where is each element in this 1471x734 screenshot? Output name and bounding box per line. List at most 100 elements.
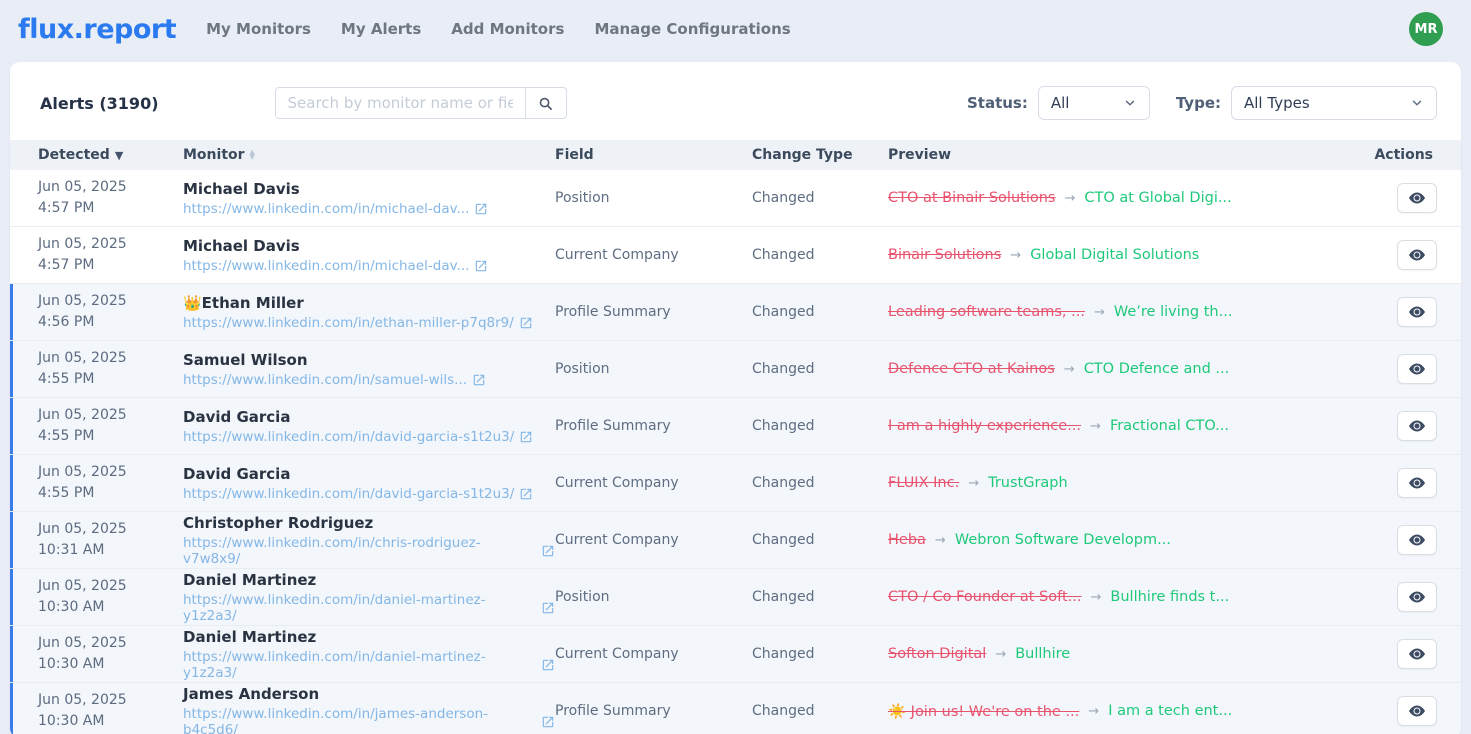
external-link-icon[interactable] bbox=[474, 259, 488, 273]
detected-cell: Jun 05, 2025 10:31 AM bbox=[38, 519, 183, 561]
monitor-url-link[interactable]: https://www.linkedin.com/in/daniel-marti… bbox=[183, 649, 486, 681]
alert-row: Jun 05, 2025 4:57 PM Michael Davis https… bbox=[10, 227, 1461, 284]
monitor-name: Michael Davis bbox=[183, 180, 300, 198]
monitor-url-link[interactable]: https://www.linkedin.com/in/samuel-wils.… bbox=[183, 372, 468, 388]
view-alert-button[interactable] bbox=[1397, 468, 1437, 498]
monitor-url-link[interactable]: https://www.linkedin.com/in/michael-dav.… bbox=[183, 258, 470, 274]
change-type-cell: Changed bbox=[752, 589, 815, 605]
monitor-url-link[interactable]: https://www.linkedin.com/in/daniel-marti… bbox=[183, 592, 486, 624]
view-alert-button[interactable] bbox=[1397, 411, 1437, 441]
field-cell: Profile Summary bbox=[555, 304, 671, 320]
monitor-url-link[interactable]: https://www.linkedin.com/in/michael-dav.… bbox=[183, 201, 470, 217]
view-alert-button[interactable] bbox=[1397, 582, 1437, 612]
change-type-cell: Changed bbox=[752, 418, 815, 434]
view-alert-button[interactable] bbox=[1397, 183, 1437, 213]
eye-icon bbox=[1409, 361, 1425, 377]
monitor-name: Michael Davis bbox=[183, 237, 300, 255]
preview-new-value: TrustGraph bbox=[988, 475, 1068, 491]
alert-row: Jun 05, 2025 4:57 PM Michael Davis https… bbox=[10, 170, 1461, 227]
preview-new-value: Fractional CTO... bbox=[1109, 418, 1229, 434]
detected-time: 10:30 AM bbox=[38, 656, 105, 672]
detected-cell: Jun 05, 2025 4:55 PM bbox=[38, 462, 183, 504]
monitor-url-link[interactable]: https://www.linkedin.com/in/ethan-miller… bbox=[183, 315, 514, 331]
preview-old-value: ☀️ Join us! We're on the ... bbox=[888, 703, 1080, 720]
column-header-detected[interactable]: Detected ▼ bbox=[38, 147, 183, 163]
monitor-url-link[interactable]: https://www.linkedin.com/in/chris-rodrig… bbox=[183, 535, 481, 567]
detected-date: Jun 05, 2025 bbox=[38, 578, 127, 594]
column-header-monitor-label: Monitor bbox=[183, 147, 245, 163]
detected-cell: Jun 05, 2025 4:57 PM bbox=[38, 177, 183, 219]
arrow-right-icon: → bbox=[1093, 304, 1105, 320]
alert-row: Jun 05, 2025 10:30 AM James Anderson htt… bbox=[10, 683, 1461, 734]
detected-time: 4:55 PM bbox=[38, 371, 95, 387]
preview-cell: CTO / Co Founder at Soft... → Bullhire f… bbox=[888, 589, 1381, 605]
alert-row: Jun 05, 2025 4:55 PM Samuel Wilson https… bbox=[10, 341, 1461, 398]
detected-cell: Jun 05, 2025 4:56 PM bbox=[38, 291, 183, 333]
view-alert-button[interactable] bbox=[1397, 240, 1437, 270]
detected-time: 4:57 PM bbox=[38, 200, 95, 216]
change-type-cell: Changed bbox=[752, 532, 815, 548]
monitor-url-link[interactable]: https://www.linkedin.com/in/david-garcia… bbox=[183, 486, 515, 502]
view-alert-button[interactable] bbox=[1397, 297, 1437, 327]
external-link-icon[interactable] bbox=[472, 373, 486, 387]
type-filter-label: Type: bbox=[1175, 94, 1221, 112]
field-cell: Current Company bbox=[555, 532, 679, 548]
eye-icon bbox=[1409, 304, 1425, 320]
column-header-actions: Actions bbox=[1374, 147, 1461, 163]
alert-row: Jun 05, 2025 4:55 PM David Garcia https:… bbox=[10, 455, 1461, 512]
status-filter-select[interactable]: All bbox=[1037, 86, 1150, 120]
view-alert-button[interactable] bbox=[1397, 639, 1437, 669]
alert-row: Jun 05, 2025 10:30 AM Daniel Martinez ht… bbox=[10, 569, 1461, 626]
preview-new-value: Bullhire finds t... bbox=[1110, 589, 1230, 605]
external-link-icon[interactable] bbox=[541, 601, 555, 615]
external-link-icon[interactable] bbox=[541, 544, 555, 558]
detected-date: Jun 05, 2025 bbox=[38, 350, 127, 366]
arrow-right-icon: → bbox=[1064, 190, 1076, 206]
type-filter-select[interactable]: All Types bbox=[1231, 86, 1437, 120]
nav-my-alerts[interactable]: My Alerts bbox=[340, 20, 422, 38]
nav-my-monitors[interactable]: My Monitors bbox=[206, 20, 311, 38]
brand-logo[interactable]: flux.report bbox=[18, 13, 177, 45]
column-header-field-label: Field bbox=[555, 147, 594, 163]
alert-row: Jun 05, 2025 4:55 PM David Garcia https:… bbox=[10, 398, 1461, 455]
search-button[interactable] bbox=[524, 87, 567, 119]
arrow-right-icon: → bbox=[1090, 589, 1102, 605]
external-link-icon[interactable] bbox=[519, 430, 533, 444]
column-header-monitor[interactable]: Monitor ▲ ▼ bbox=[183, 147, 555, 163]
monitor-url-link[interactable]: https://www.linkedin.com/in/james-anders… bbox=[183, 706, 489, 734]
monitor-name: David Garcia bbox=[183, 465, 291, 483]
eye-icon bbox=[1409, 703, 1425, 719]
preview-cell: CTO at Binair Solutions → CTO at Global … bbox=[888, 190, 1381, 206]
preview-old-value: Defence CTO at Kainos bbox=[888, 361, 1055, 377]
external-link-icon[interactable] bbox=[519, 316, 533, 330]
actions-cell bbox=[1381, 525, 1461, 555]
monitor-cell: Daniel Martinez https://www.linkedin.com… bbox=[183, 627, 555, 681]
external-link-icon[interactable] bbox=[541, 715, 555, 729]
preview-old-value: I am a highly experience... bbox=[888, 418, 1082, 434]
view-alert-button[interactable] bbox=[1397, 696, 1437, 726]
preview-new-value: I am a tech ent... bbox=[1108, 703, 1233, 719]
view-alert-button[interactable] bbox=[1397, 354, 1437, 384]
search-icon bbox=[538, 96, 553, 111]
view-alert-button[interactable] bbox=[1397, 525, 1437, 555]
monitor-link-row: https://www.linkedin.com/in/michael-dav.… bbox=[183, 201, 555, 217]
monitor-url-link[interactable]: https://www.linkedin.com/in/david-garcia… bbox=[183, 429, 515, 445]
search-input[interactable] bbox=[274, 87, 525, 119]
external-link-icon[interactable] bbox=[519, 487, 533, 501]
external-link-icon[interactable] bbox=[541, 658, 555, 672]
field-cell: Profile Summary bbox=[555, 703, 671, 719]
change-type-cell: Changed bbox=[752, 646, 815, 662]
column-header-detected-label: Detected bbox=[38, 147, 110, 163]
detected-time: 10:31 AM bbox=[38, 542, 105, 558]
alert-row: Jun 05, 2025 4:56 PM 👑Ethan Miller https… bbox=[10, 284, 1461, 341]
alerts-toolbar: Alerts (3190) Status: All Type: bbox=[10, 62, 1461, 140]
eye-icon bbox=[1409, 532, 1425, 548]
arrow-right-icon: → bbox=[934, 532, 946, 548]
nav-manage-configurations[interactable]: Manage Configurations bbox=[594, 20, 791, 38]
monitor-cell: Michael Davis https://www.linkedin.com/i… bbox=[183, 236, 555, 274]
monitor-cell: David Garcia https://www.linkedin.com/in… bbox=[183, 464, 555, 502]
nav-add-monitors[interactable]: Add Monitors bbox=[451, 20, 565, 38]
external-link-icon[interactable] bbox=[474, 202, 488, 216]
field-cell: Current Company bbox=[555, 475, 679, 491]
user-avatar[interactable]: MR bbox=[1409, 12, 1443, 46]
